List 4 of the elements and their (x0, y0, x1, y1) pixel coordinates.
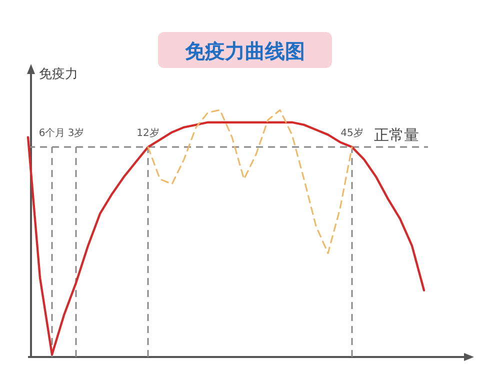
y-axis-title: 免疫力 (39, 67, 78, 82)
ref-line-label: 正常量 (374, 126, 419, 144)
title: 免疫力曲线图 (158, 32, 332, 68)
chart-title: 免疫力曲线图 (184, 39, 305, 63)
